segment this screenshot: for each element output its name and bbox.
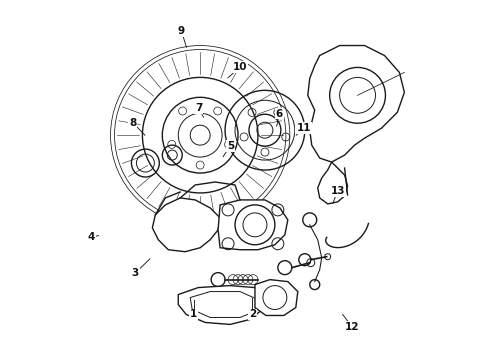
Text: 7: 7 [195, 103, 202, 113]
Polygon shape [178, 285, 265, 324]
Text: 6: 6 [275, 109, 283, 119]
Polygon shape [318, 162, 347, 204]
Polygon shape [218, 200, 288, 250]
Polygon shape [308, 45, 404, 162]
Text: 8: 8 [129, 118, 136, 128]
Text: 2: 2 [249, 310, 256, 319]
Text: 1: 1 [190, 310, 197, 319]
Text: 9: 9 [178, 26, 185, 36]
Text: 12: 12 [345, 322, 360, 332]
Polygon shape [255, 280, 298, 315]
Text: 11: 11 [296, 123, 311, 133]
Text: 5: 5 [227, 141, 234, 151]
Text: 3: 3 [131, 268, 139, 278]
Text: 4: 4 [88, 232, 95, 242]
Text: 13: 13 [330, 186, 345, 196]
Text: 10: 10 [233, 62, 247, 72]
Polygon shape [152, 198, 220, 252]
Polygon shape [190, 292, 258, 318]
